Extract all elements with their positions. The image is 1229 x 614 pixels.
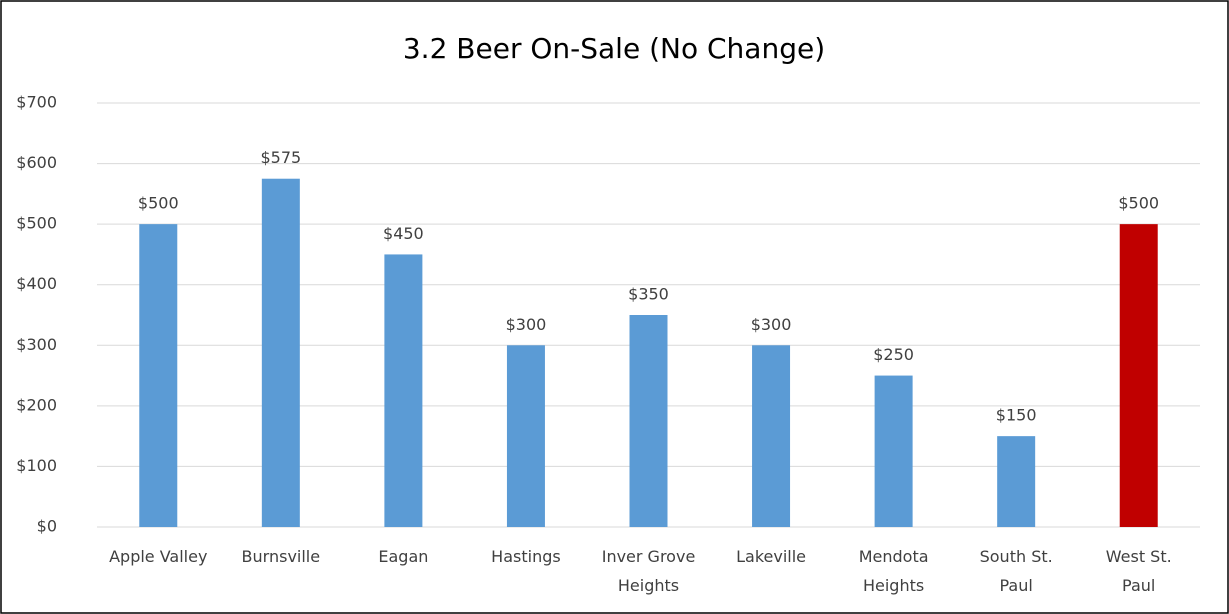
x-tick-label: Eagan bbox=[378, 547, 428, 566]
data-label: $500 bbox=[1118, 194, 1159, 213]
bar bbox=[629, 315, 668, 527]
data-label: $150 bbox=[996, 406, 1037, 425]
x-tick-label: Hastings bbox=[491, 547, 561, 566]
y-tick-label: $700 bbox=[16, 93, 57, 112]
y-tick-label: $500 bbox=[16, 214, 57, 233]
y-tick-label: $400 bbox=[16, 274, 57, 293]
data-label: $575 bbox=[260, 148, 301, 167]
x-tick-label: West St. Paul bbox=[1106, 547, 1172, 595]
y-tick-label: $600 bbox=[16, 153, 57, 172]
bar bbox=[506, 345, 545, 527]
bar bbox=[752, 345, 791, 527]
y-tick-label: $0 bbox=[37, 517, 57, 536]
bar bbox=[261, 178, 300, 527]
data-label: $350 bbox=[628, 285, 669, 304]
data-label: $250 bbox=[873, 345, 914, 364]
y-tick-label: $200 bbox=[16, 395, 57, 414]
y-tick-label: $100 bbox=[16, 456, 57, 475]
bar bbox=[139, 224, 178, 527]
bar bbox=[384, 254, 423, 527]
data-label: $500 bbox=[138, 194, 179, 213]
bar bbox=[874, 375, 913, 527]
y-tick-label: $300 bbox=[16, 335, 57, 354]
x-tick-label: South St. Paul bbox=[980, 547, 1053, 595]
data-label: $300 bbox=[751, 315, 792, 334]
x-tick-label: Burnsville bbox=[242, 547, 321, 566]
x-tick-label: Inver Grove Heights bbox=[602, 547, 696, 595]
x-tick-label: Lakeville bbox=[736, 547, 806, 566]
data-label: $300 bbox=[506, 315, 547, 334]
bar bbox=[1119, 224, 1158, 527]
data-label: $450 bbox=[383, 224, 424, 243]
x-tick-label: Apple Valley bbox=[109, 547, 207, 566]
chart-title: 3.2 Beer On-Sale (No Change) bbox=[403, 32, 825, 65]
bar bbox=[997, 436, 1036, 527]
x-tick-label: Mendota Heights bbox=[859, 547, 929, 595]
